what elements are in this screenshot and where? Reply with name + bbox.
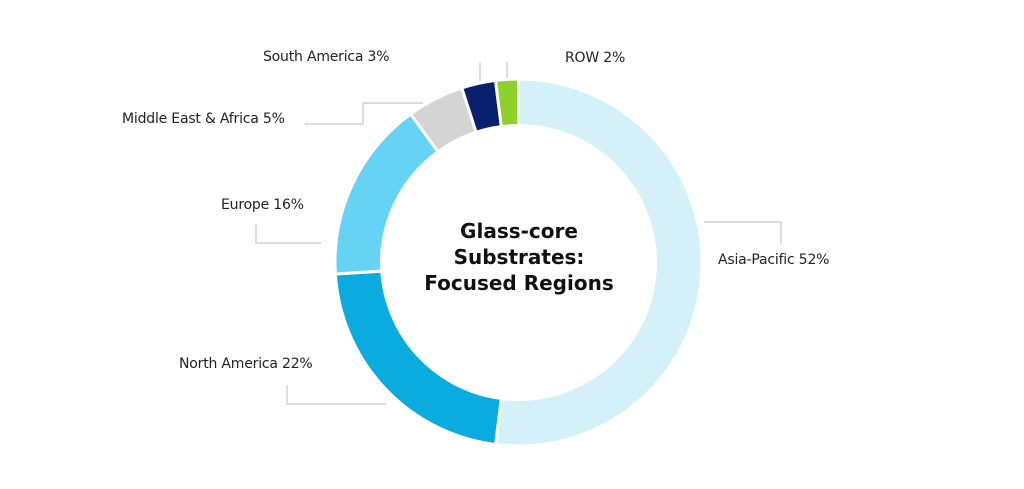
label-middle-east-africa: Middle East & Africa 5% [122,111,285,127]
donut-slices [333,77,704,448]
chart-title-line-1: Glass-core [460,219,578,243]
label-europe: Europe 16% [221,197,304,213]
leader-line-north-america [286,385,386,405]
leader-line-asia-pacific [704,221,782,244]
label-asia-pacific: Asia-Pacific 52% [718,252,830,268]
leader-lines [255,62,782,405]
slice-asia-pacific [493,77,704,448]
chart-title: Glass-core Substrates: Focused Regions [398,218,640,296]
leader-line-middle-east-africa [305,102,423,125]
chart-title-line-3: Focused Regions [424,271,614,295]
chart-title-line-2: Substrates: [453,245,585,269]
label-row: ROW 2% [565,50,626,66]
label-north-america: North America 22% [179,356,313,372]
slice-north-america [333,269,504,447]
slice-row [493,77,520,129]
label-south-america: South America 3% [263,49,390,65]
leader-line-europe [255,224,321,244]
